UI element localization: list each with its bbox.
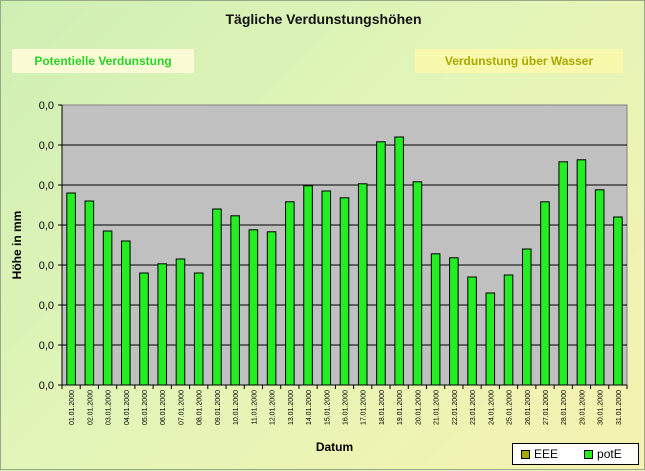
bar-pote xyxy=(66,192,76,386)
bar-pote xyxy=(613,216,623,386)
bar-pote xyxy=(357,183,368,386)
x-tick-label: 24.01.2000 xyxy=(488,390,495,425)
bar-pote xyxy=(175,258,186,386)
bar-pote xyxy=(576,159,587,386)
bar-pote xyxy=(594,189,605,386)
bar-pote xyxy=(230,215,240,386)
bar-pote xyxy=(540,201,550,386)
bar-pote xyxy=(503,274,514,386)
bar-pote xyxy=(193,272,204,386)
x-tick-label: 26.01.2000 xyxy=(525,390,532,425)
x-tick-label: 22.01.2000 xyxy=(452,390,459,425)
x-tick-label: 30.01.2000 xyxy=(598,390,605,425)
y-axis-title: Höhe in mm xyxy=(10,211,24,280)
bar-pote xyxy=(285,201,295,386)
x-tick-label: 02.01.2000 xyxy=(87,390,94,425)
x-tick-label: 20.01.2000 xyxy=(415,390,422,425)
x-tick-label: 04.01.2000 xyxy=(124,390,131,425)
legend-item-eee: EEE xyxy=(521,447,558,461)
x-tick-label: 16.01.2000 xyxy=(343,390,350,425)
x-tick-label: 19.01.2000 xyxy=(397,390,404,425)
legend-item-pote: potE xyxy=(584,447,622,461)
bar-pote xyxy=(412,181,423,386)
potential-evaporation-button[interactable]: Potentielle Verdunstung xyxy=(12,49,194,73)
y-tick-label: 0,0 xyxy=(39,260,54,272)
y-tick-label: 0,0 xyxy=(39,300,54,312)
x-tick-label: 27.01.2000 xyxy=(543,390,550,425)
x-tick-label: 17.01.2000 xyxy=(361,390,368,425)
bar-pote xyxy=(376,141,386,386)
y-tick-label: 0,0 xyxy=(39,380,54,392)
bar-pote xyxy=(430,253,441,386)
x-axis-title: Datum xyxy=(316,440,353,454)
bar-pote xyxy=(321,190,332,386)
bar-pote xyxy=(157,263,168,386)
bar-pote xyxy=(266,231,277,386)
chart-title: Tägliche Verdunstungshöhen xyxy=(225,11,422,27)
water-evaporation-button[interactable]: Verdunstung über Wasser xyxy=(415,49,623,73)
y-tick-label: 0,0 xyxy=(39,180,54,192)
bar-pote xyxy=(102,230,113,386)
y-tick-label: 0,0 xyxy=(39,340,54,352)
x-tick-label: 18.01.2000 xyxy=(379,390,386,425)
legend-label-eee: EEE xyxy=(534,447,559,461)
x-tick-label: 31.01.2000 xyxy=(616,390,623,425)
x-tick-label: 11.01.2000 xyxy=(251,390,258,425)
bar-pote xyxy=(339,197,350,386)
x-tick-label: 01.01.2000 xyxy=(69,390,76,425)
chart-legend: EEE potE xyxy=(512,443,639,465)
x-tick-label: 25.01.2000 xyxy=(507,390,514,425)
legend-swatch-pote xyxy=(584,449,594,459)
bar-pote xyxy=(485,292,496,386)
bar-pote xyxy=(521,248,532,386)
y-tick-label: 0,0 xyxy=(39,140,54,152)
bar-pote xyxy=(449,257,459,386)
legend-label-pote: potE xyxy=(597,447,622,461)
bar-pote xyxy=(394,136,404,386)
y-tick-label: 0,0 xyxy=(39,220,54,232)
bar-pote xyxy=(121,240,131,386)
x-tick-label: 14.01.2000 xyxy=(306,390,313,425)
x-tick-label: 21.01.2000 xyxy=(434,390,441,425)
x-tick-label: 15.01.2000 xyxy=(324,390,331,425)
x-tick-label: 12.01.2000 xyxy=(270,390,277,425)
x-tick-label: 10.01.2000 xyxy=(233,390,240,425)
x-tick-label: 08.01.2000 xyxy=(197,390,204,425)
x-tick-label: 05.01.2000 xyxy=(142,390,149,425)
bar-pote xyxy=(248,229,259,386)
bar-pote xyxy=(212,208,222,386)
x-tick-label: 28.01.2000 xyxy=(561,390,568,425)
x-tick-label: 03.01.2000 xyxy=(106,390,113,425)
y-tick-label: 0,0 xyxy=(39,100,54,112)
x-tick-label: 06.01.2000 xyxy=(160,390,167,425)
x-tick-label: 09.01.2000 xyxy=(215,390,222,425)
bar-pote xyxy=(303,185,313,386)
legend-swatch-eee xyxy=(521,449,530,459)
bar-pote xyxy=(139,272,149,386)
bar-pote xyxy=(84,200,95,386)
x-tick-label: 23.01.2000 xyxy=(470,390,477,425)
x-tick-label: 13.01.2000 xyxy=(288,390,295,425)
bar-pote xyxy=(558,161,568,386)
x-tick-label: 07.01.2000 xyxy=(178,390,185,425)
bar-pote xyxy=(467,276,477,386)
x-tick-label: 29.01.2000 xyxy=(579,390,586,425)
